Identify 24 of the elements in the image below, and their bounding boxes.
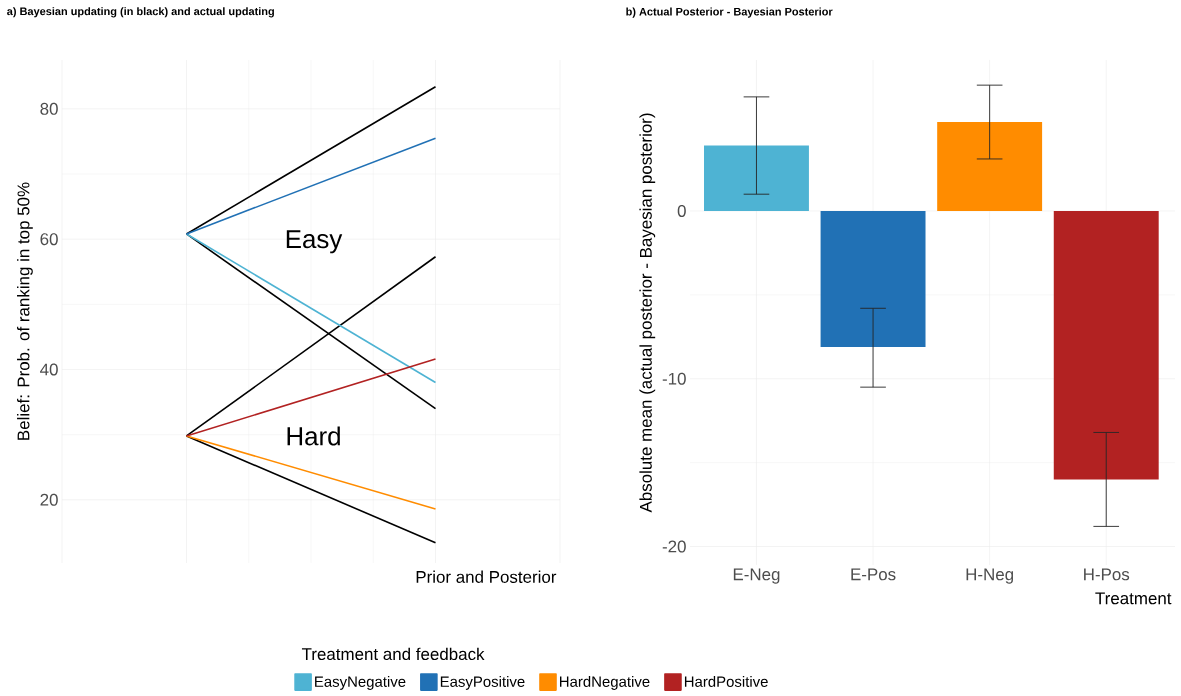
legend-label: EasyPositive [440,675,525,690]
chart-title: a) Bayesian updating (in black) and actual updating [7,7,274,18]
legend-label: HardPositive [684,675,768,687]
y-tick-label: 60 [40,233,58,246]
x-tick-label: H-Neg [966,568,1014,584]
y-tick-label: 80 [40,102,58,115]
legend-label: EasyNegative [315,675,406,690]
y-axis-title: Belief: Prob. of ranking in top 50% [17,182,33,440]
legend-label: HardNegative [560,675,650,690]
annotation: Hard [287,426,340,446]
y-tick-label: 0 [677,204,686,217]
chart-title: b) Actual Posterior - Bayesian Posterior [626,7,833,18]
x-tick-label: E-Neg [733,568,780,584]
y-axis-title: Absolute mean (actual posterior - Bayesian posterior) [639,113,656,513]
annotation: Easy [286,230,343,254]
y-tick-label: 40 [40,363,58,376]
x-axis-title: Prior and Posterior [416,570,557,583]
x-axis-title: Treatment [1095,592,1172,605]
y-tick-label: -20 [662,540,686,553]
y-tick-label: 20 [40,493,58,506]
x-tick-label: E-Pos [851,568,896,581]
x-tick-label: H-Pos [1084,568,1130,581]
legend-title: Treatment and feedback [301,647,485,661]
y-tick-label: -10 [662,372,686,385]
